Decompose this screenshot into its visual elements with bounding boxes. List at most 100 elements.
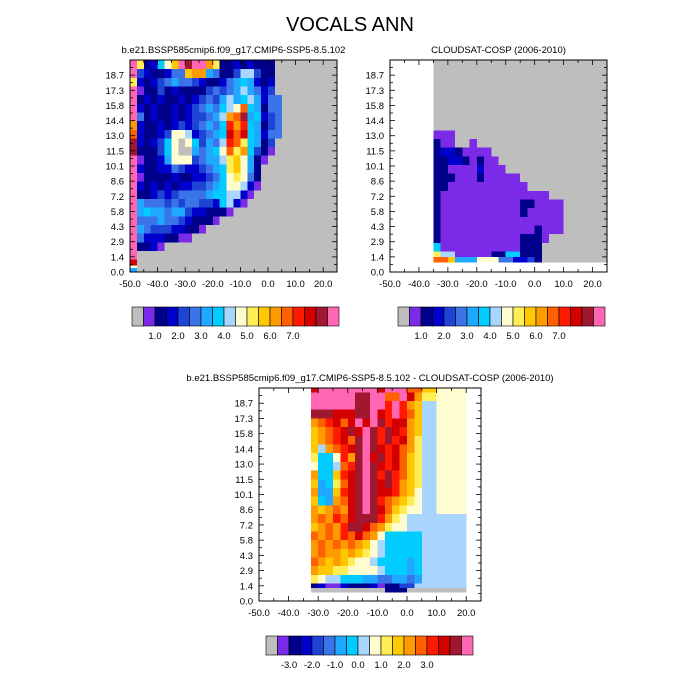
heatmap-cell xyxy=(318,531,326,541)
heatmap-cell xyxy=(407,574,415,585)
heatmap-cell xyxy=(219,198,227,209)
heatmap-cell xyxy=(240,173,248,183)
heatmap-cell xyxy=(247,155,255,165)
heatmap-cell xyxy=(199,95,207,105)
heatmap-cell xyxy=(340,566,349,576)
heatmap-cell xyxy=(318,540,326,550)
heatmap-cell xyxy=(240,181,248,191)
heatmap-cell xyxy=(310,531,319,541)
heatmap-cell xyxy=(436,427,467,437)
heatmap-cell xyxy=(219,147,227,157)
heatmap-cell xyxy=(549,234,608,244)
x-tick-label: -10.0 xyxy=(230,279,252,290)
heatmap-cell xyxy=(143,86,152,96)
heatmap-cell xyxy=(421,401,437,411)
heatmap-cell xyxy=(130,250,138,260)
heatmap-cell xyxy=(399,496,408,506)
heatmap-cell xyxy=(219,155,227,165)
heatmap-cell xyxy=(340,444,349,454)
heatmap-cell xyxy=(325,470,334,480)
heatmap-cell xyxy=(462,156,470,166)
heatmap-cell xyxy=(212,173,221,183)
heatmap-cell xyxy=(143,198,152,209)
heatmap-cell xyxy=(212,216,221,226)
heatmap-cell xyxy=(240,164,248,174)
heatmap-cell xyxy=(377,540,386,550)
heatmap-cell xyxy=(199,190,207,200)
heatmap-cell xyxy=(377,435,386,445)
heatmap-cell xyxy=(192,112,200,122)
heatmap-cell xyxy=(247,198,338,209)
heatmap-cell xyxy=(436,401,467,411)
heatmap-cell xyxy=(347,566,356,576)
heatmap-cell xyxy=(254,129,262,139)
colorbar-label: 5.0 xyxy=(240,331,253,342)
heatmap-cell xyxy=(268,60,276,70)
heatmap-cell xyxy=(199,60,207,70)
heatmap-cell xyxy=(130,265,138,269)
heatmap-cell xyxy=(178,112,186,122)
y-tick-label: 18.7 xyxy=(235,399,254,410)
colorbar-swatch xyxy=(489,306,502,327)
heatmap-cell xyxy=(185,129,193,139)
heatmap-cell xyxy=(268,69,276,79)
colorbar-swatch xyxy=(501,306,514,327)
heatmap-cell xyxy=(219,129,227,139)
heatmap-cell xyxy=(219,60,227,70)
heatmap-cell xyxy=(185,155,193,165)
heatmap-cell xyxy=(310,557,319,567)
heatmap-cell xyxy=(421,479,437,489)
heatmap-cell xyxy=(157,198,165,209)
heatmap-cell xyxy=(370,487,378,498)
heatmap-cell xyxy=(384,409,393,419)
heatmap-cell xyxy=(377,427,386,437)
heatmap-cell xyxy=(247,181,255,191)
heatmap-cell xyxy=(325,574,341,585)
heatmap-cell xyxy=(340,470,349,480)
colorbar-label: -2.0 xyxy=(304,660,320,671)
heatmap-cell xyxy=(469,156,478,166)
heatmap-cell xyxy=(370,392,386,402)
colorbar-swatch xyxy=(449,635,462,656)
heatmap-cell xyxy=(384,583,400,589)
heatmap-cell xyxy=(157,181,165,191)
heatmap-cell xyxy=(436,496,467,506)
heatmap-cell xyxy=(240,129,248,139)
heatmap-cell xyxy=(340,435,349,445)
heatmap-cell xyxy=(143,164,152,174)
heatmap-cell xyxy=(491,147,608,157)
heatmap-cell xyxy=(171,216,179,226)
heatmap-cell xyxy=(199,69,207,79)
colorbar-label: 6.0 xyxy=(529,331,542,342)
heatmap-cell xyxy=(384,444,393,454)
heatmap-cell xyxy=(325,583,341,589)
heatmap-cell xyxy=(362,548,371,558)
heatmap-cell xyxy=(505,251,521,258)
colorbar-label: 2.0 xyxy=(397,660,410,671)
heatmap-cell xyxy=(433,156,449,166)
heatmap-cell xyxy=(254,103,262,113)
heatmap-cell xyxy=(171,60,179,70)
heatmap-cell xyxy=(355,531,363,541)
heatmap-cell xyxy=(178,138,186,148)
heatmap-cell xyxy=(421,461,437,471)
heatmap-cell xyxy=(205,95,214,105)
heatmap-cell xyxy=(254,138,262,148)
heatmap-cell xyxy=(318,461,326,471)
heatmap-cell xyxy=(171,190,179,200)
heatmap-cell xyxy=(233,138,241,148)
heatmap-cell xyxy=(205,207,214,217)
heatmap-cell xyxy=(205,60,214,70)
heatmap-cell xyxy=(440,225,536,235)
y-tick-label: 10.1 xyxy=(366,162,385,173)
heatmap-cell xyxy=(377,418,386,428)
colorbar-label: 4.0 xyxy=(217,331,230,342)
heatmap-cell xyxy=(226,190,234,200)
heatmap-cell xyxy=(192,147,200,157)
heatmap-cell xyxy=(178,233,186,243)
heatmap-cell xyxy=(347,514,356,524)
heatmap-cell xyxy=(433,164,449,174)
colorbar-swatch xyxy=(466,306,479,327)
heatmap-cell xyxy=(212,164,221,174)
heatmap-cell xyxy=(247,112,255,122)
